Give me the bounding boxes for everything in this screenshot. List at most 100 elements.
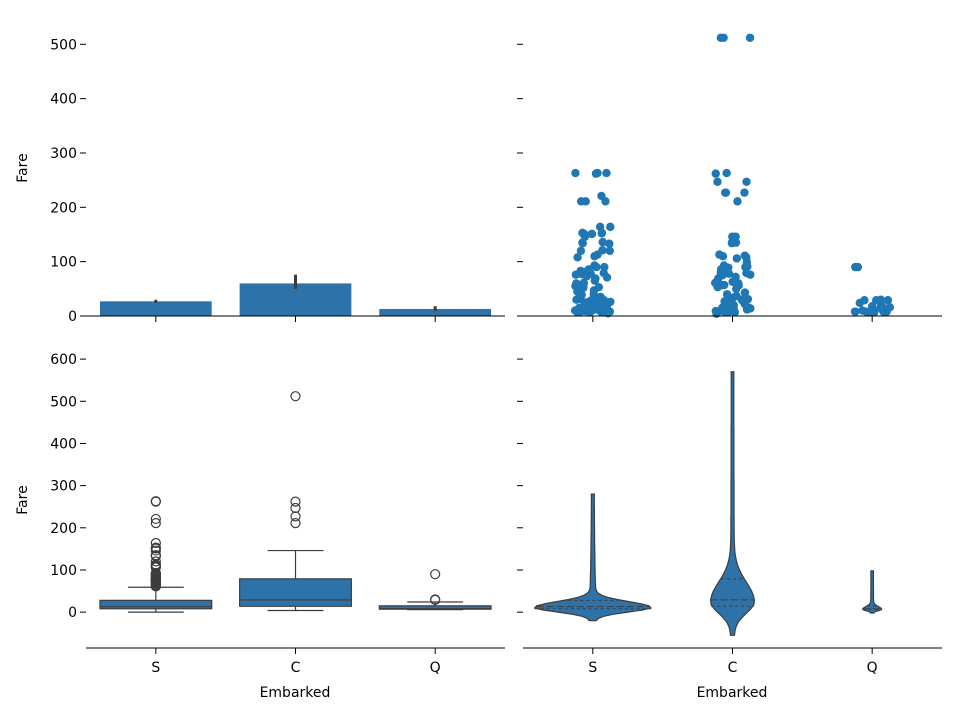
outlier (150, 550, 161, 561)
strip-point (600, 262, 609, 272)
strip-point (740, 188, 749, 197)
strip-point (858, 306, 867, 315)
y-tick-label: 500 (50, 394, 77, 410)
strip-point (597, 191, 606, 201)
strip-point (742, 177, 751, 186)
strip-point (733, 197, 742, 206)
bar (99, 301, 212, 316)
strip-point (743, 294, 753, 304)
outlier (150, 518, 161, 529)
strip-point (606, 297, 615, 307)
strip-point (720, 280, 729, 290)
bar (379, 308, 492, 316)
y-tick-label: 600 (50, 352, 77, 368)
strip-point (731, 232, 740, 241)
strip-point (593, 168, 602, 178)
strip-point (606, 222, 615, 232)
y-axis-label-top: Fare (15, 153, 31, 182)
x-tick-label: S (588, 660, 597, 676)
outlier (290, 511, 301, 522)
y-axis-label-bottom: Fare (15, 485, 31, 514)
strip-point (715, 250, 724, 259)
strip-point (595, 222, 605, 232)
strip-point (740, 288, 750, 297)
strip-point (745, 33, 755, 42)
strip-point (602, 168, 611, 178)
y-tick-label: 400 (50, 92, 77, 108)
strip-panel (517, 33, 942, 322)
outlier (430, 594, 441, 605)
outlier (150, 513, 161, 525)
outlier (290, 496, 301, 507)
outlier (150, 542, 161, 553)
box (99, 599, 213, 610)
y-tick-label: 300 (50, 146, 77, 162)
x-axis-label-right: Embarked (697, 685, 768, 701)
strip-point (713, 177, 722, 186)
violin-body (709, 371, 756, 636)
y-tick-label: 100 (50, 255, 77, 271)
strip-point (590, 261, 599, 270)
strip-point (596, 292, 605, 302)
box-panel: 0 100 200 300 400 500 600 S C Q (50, 352, 505, 676)
strip-point (573, 253, 582, 262)
strip-point (876, 295, 886, 304)
x-tick-label: C (291, 660, 301, 676)
strip-point (594, 283, 604, 292)
x-tick-label: C (728, 660, 738, 676)
strip-point (719, 261, 729, 270)
strip-point (605, 246, 614, 255)
x-tick-label: Q (867, 660, 878, 676)
outlier (150, 496, 161, 507)
strip-point (850, 307, 860, 316)
y-tick-label: 400 (50, 436, 77, 452)
strip-point (740, 251, 749, 260)
strip-point (576, 197, 586, 206)
strip-point (576, 266, 585, 276)
violin-body (533, 493, 653, 622)
bar-panel: 0 100 200 300 400 500 (50, 37, 505, 325)
violin-body (862, 570, 883, 614)
outlier (290, 391, 301, 402)
strip-point (572, 279, 581, 288)
strip-point (722, 168, 731, 178)
y-tick-label: 200 (50, 200, 77, 216)
x-axis-label-left: Embarked (260, 685, 331, 701)
outlier (430, 569, 441, 580)
strip-point (721, 188, 731, 197)
strip-point (571, 168, 580, 178)
y-tick-label: 0 (68, 605, 77, 621)
strip-point (719, 33, 728, 42)
outlier (290, 502, 301, 514)
outlier (150, 556, 161, 567)
strip-point (867, 302, 877, 311)
strip-point (605, 239, 614, 248)
strip-point (598, 246, 607, 255)
strip-point (731, 272, 740, 282)
strip-point (732, 254, 742, 263)
y-tick-label: 500 (50, 37, 77, 53)
strip-point (579, 278, 589, 288)
strip-point (578, 228, 587, 238)
y-tick-label: 0 (68, 309, 77, 325)
strip-point (732, 291, 741, 301)
strip-point (598, 237, 607, 247)
strip-point (722, 290, 732, 299)
x-tick-label: S (151, 660, 160, 676)
box (239, 578, 352, 607)
strip-point (576, 246, 586, 255)
strip-point (853, 262, 863, 272)
outlier (290, 518, 301, 529)
strip-point (729, 300, 738, 310)
y-tick-label: 200 (50, 521, 77, 537)
strip-point (885, 303, 895, 312)
strip-point (883, 296, 893, 305)
outlier (150, 537, 161, 549)
y-tick-label: 100 (50, 563, 77, 579)
x-tick-label: Q (430, 660, 441, 676)
strip-point (860, 296, 869, 305)
strip-point (587, 229, 596, 239)
strip-point (711, 169, 720, 178)
